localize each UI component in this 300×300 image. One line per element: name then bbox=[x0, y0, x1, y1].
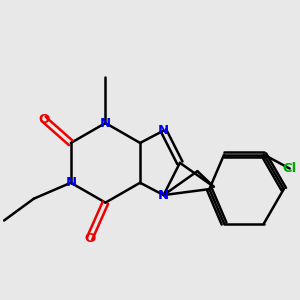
Text: N: N bbox=[158, 189, 169, 202]
Text: N: N bbox=[100, 116, 111, 130]
Text: Cl: Cl bbox=[283, 162, 297, 175]
Text: N: N bbox=[158, 124, 169, 137]
Text: O: O bbox=[84, 232, 95, 245]
Text: O: O bbox=[38, 112, 50, 126]
Text: N: N bbox=[65, 176, 76, 189]
